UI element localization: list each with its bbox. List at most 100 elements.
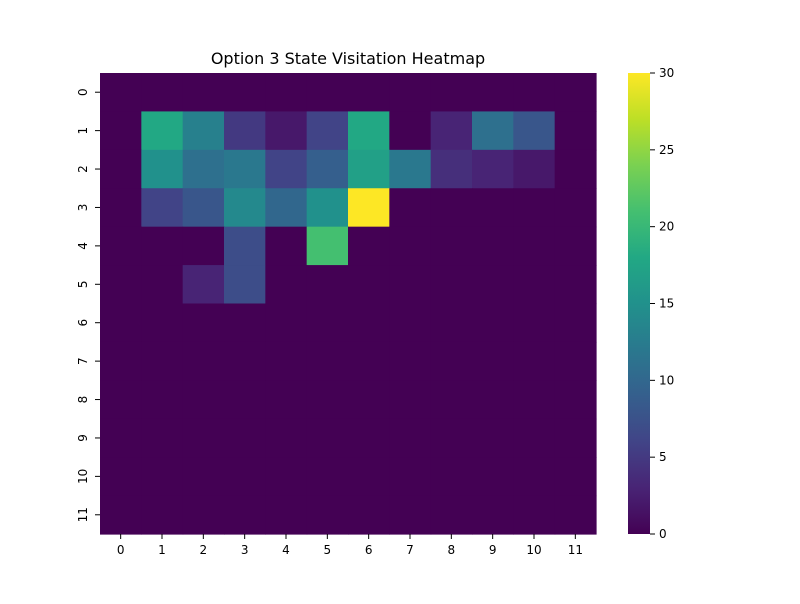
heatmap-cell-r3-c0 bbox=[100, 188, 142, 228]
heatmap-cell-r5-c1 bbox=[141, 265, 184, 305]
heatmap-cell-r7-c3 bbox=[224, 341, 266, 381]
heatmap-cell-r8-c3 bbox=[224, 380, 266, 420]
colorbar-tick-label-10: 10 bbox=[659, 373, 674, 387]
heatmap-cell-r7-c1 bbox=[141, 341, 184, 381]
colorbar-tick-label-25: 25 bbox=[659, 143, 674, 157]
heatmap-cell-r7-c4 bbox=[265, 341, 308, 381]
heatmap-cell-r11-c4 bbox=[265, 495, 308, 535]
heatmap-cell-r1-c7 bbox=[389, 111, 432, 151]
heatmap-cell-r9-c11 bbox=[554, 418, 597, 458]
heatmap-cell-r1-c10 bbox=[513, 111, 556, 151]
heatmap-cell-r8-c6 bbox=[348, 380, 390, 420]
heatmap-cell-r8-c7 bbox=[389, 380, 432, 420]
heatmap-cell-r7-c2 bbox=[182, 341, 225, 381]
x-tick-label-8: 8 bbox=[448, 543, 456, 557]
heatmap-cell-r1-c2 bbox=[182, 111, 225, 151]
heatmap-cell-r4-c10 bbox=[513, 226, 556, 266]
x-tick-label-6: 6 bbox=[365, 543, 373, 557]
heatmap-cell-r4-c11 bbox=[554, 226, 597, 266]
x-tick-label-1: 1 bbox=[158, 543, 166, 557]
heatmap-cell-r11-c11 bbox=[554, 495, 597, 535]
heatmap-cell-r8-c5 bbox=[306, 380, 349, 420]
heatmap-cell-r3-c2 bbox=[182, 188, 225, 228]
x-tick-label-10: 10 bbox=[526, 543, 541, 557]
x-tick-label-4: 4 bbox=[282, 543, 290, 557]
heatmap-cell-r9-c9 bbox=[472, 418, 514, 458]
chart-title: Option 3 State Visitation Heatmap bbox=[211, 49, 485, 68]
heatmap-cell-r2-c5 bbox=[306, 149, 349, 189]
heatmap-cell-r4-c7 bbox=[389, 226, 432, 266]
x-tick-label-7: 7 bbox=[406, 543, 414, 557]
heatmap-cell-r5-c8 bbox=[430, 265, 473, 305]
heatmap-cell-r0-c6 bbox=[348, 73, 390, 113]
heatmap-cell-r9-c2 bbox=[182, 418, 225, 458]
heatmap-cells bbox=[100, 73, 597, 535]
heatmap-cell-r8-c4 bbox=[265, 380, 308, 420]
heatmap-cell-r6-c3 bbox=[224, 303, 266, 343]
heatmap-cell-r4-c3 bbox=[224, 226, 266, 266]
heatmap-cell-r6-c10 bbox=[513, 303, 556, 343]
heatmap-cell-r0-c0 bbox=[100, 73, 142, 113]
heatmap-cell-r3-c8 bbox=[430, 188, 473, 228]
y-tick-label-3: 3 bbox=[76, 204, 90, 212]
y-tick-label-7: 7 bbox=[76, 357, 90, 365]
x-axis-ticks: 0 1 2 3 4 5 6 7 8 9 10 11 bbox=[117, 534, 583, 557]
heatmap-cell-r10-c1 bbox=[141, 457, 184, 497]
heatmap-cell-r8-c10 bbox=[513, 380, 556, 420]
y-axis-ticks: 0 1 2 3 4 5 6 7 8 9 10 11 bbox=[76, 88, 100, 522]
x-tick-label-9: 9 bbox=[489, 543, 497, 557]
heatmap-cell-r11-c6 bbox=[348, 495, 390, 535]
colorbar-ticks: 0 5 10 15 20 25 30 bbox=[650, 66, 674, 541]
heatmap-cell-r4-c5 bbox=[306, 226, 349, 266]
heatmap-cell-r10-c9 bbox=[472, 457, 514, 497]
heatmap-cell-r10-c0 bbox=[100, 457, 142, 497]
y-tick-label-4: 4 bbox=[76, 242, 90, 250]
heatmap-cell-r4-c4 bbox=[265, 226, 308, 266]
heatmap-cell-r6-c2 bbox=[182, 303, 225, 343]
heatmap-cell-r6-c7 bbox=[389, 303, 432, 343]
heatmap-cell-r11-c2 bbox=[182, 495, 225, 535]
heatmap-cell-r3-c4 bbox=[265, 188, 308, 228]
heatmap-cell-r8-c9 bbox=[472, 380, 514, 420]
x-tick-label-2: 2 bbox=[200, 543, 208, 557]
heatmap-cell-r10-c3 bbox=[224, 457, 266, 497]
y-tick-label-11: 11 bbox=[76, 507, 90, 522]
x-tick-label-11: 11 bbox=[568, 543, 583, 557]
heatmap-cell-r11-c3 bbox=[224, 495, 266, 535]
x-tick-label-0: 0 bbox=[117, 543, 125, 557]
heatmap-cell-r6-c6 bbox=[348, 303, 390, 343]
heatmap-cell-r10-c7 bbox=[389, 457, 432, 497]
heatmap-cell-r5-c10 bbox=[513, 265, 556, 305]
heatmap-cell-r8-c1 bbox=[141, 380, 184, 420]
heatmap-cell-r7-c8 bbox=[430, 341, 473, 381]
x-tick-label-3: 3 bbox=[241, 543, 249, 557]
heatmap-cell-r0-c4 bbox=[265, 73, 308, 113]
y-tick-label-6: 6 bbox=[76, 319, 90, 327]
heatmap-cell-r11-c1 bbox=[141, 495, 184, 535]
heatmap-cell-r2-c9 bbox=[472, 149, 514, 189]
colorbar-tick-label-15: 15 bbox=[659, 297, 674, 311]
heatmap-cell-r5-c5 bbox=[306, 265, 349, 305]
heatmap-cell-r0-c9 bbox=[472, 73, 514, 113]
heatmap-cell-r7-c10 bbox=[513, 341, 556, 381]
heatmap-cell-r10-c4 bbox=[265, 457, 308, 497]
heatmap-cell-r5-c0 bbox=[100, 265, 142, 305]
y-tick-label-5: 5 bbox=[76, 280, 90, 288]
heatmap-cell-r0-c7 bbox=[389, 73, 432, 113]
heatmap-cell-r5-c6 bbox=[348, 265, 390, 305]
heatmap-cell-r7-c5 bbox=[306, 341, 349, 381]
heatmap-cell-r8-c8 bbox=[430, 380, 473, 420]
heatmap-cell-r4-c0 bbox=[100, 226, 142, 266]
heatmap-cell-r10-c10 bbox=[513, 457, 556, 497]
heatmap-cell-r11-c7 bbox=[389, 495, 432, 535]
heatmap-cell-r2-c4 bbox=[265, 149, 308, 189]
heatmap-cell-r3-c11 bbox=[554, 188, 597, 228]
heatmap-cell-r5-c3 bbox=[224, 265, 266, 305]
heatmap-cell-r11-c5 bbox=[306, 495, 349, 535]
heatmap-cell-r3-c10 bbox=[513, 188, 556, 228]
heatmap-cell-r5-c4 bbox=[265, 265, 308, 305]
heatmap-cell-r6-c1 bbox=[141, 303, 184, 343]
heatmap-cell-r0-c1 bbox=[141, 73, 184, 113]
heatmap-cell-r7-c11 bbox=[554, 341, 597, 381]
